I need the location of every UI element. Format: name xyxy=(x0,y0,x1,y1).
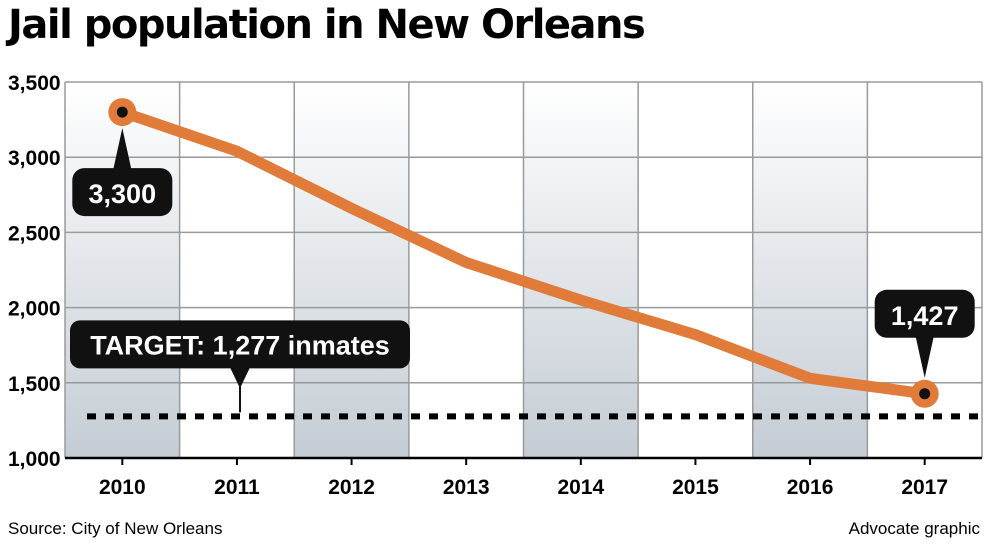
chart-title: Jail population in New Orleans xyxy=(8,2,646,48)
target-callout-box xyxy=(70,320,410,369)
data-marker-dot xyxy=(919,388,931,400)
column-band xyxy=(523,82,639,458)
data-marker-dot xyxy=(116,106,128,118)
value-callout-box xyxy=(72,168,173,217)
value-label: 3,300 xyxy=(89,179,157,209)
column-band xyxy=(294,82,409,458)
target-callout: TARGET: 1,277 inmates xyxy=(70,320,410,413)
x-tick-label: 2013 xyxy=(443,476,490,499)
value-callout: 1,427 xyxy=(874,289,975,408)
y-tick-label: 1,500 xyxy=(8,373,61,396)
value-callout: 3,300 xyxy=(72,98,173,217)
target-label: TARGET: 1,277 inmates xyxy=(90,330,390,360)
y-tick-label: 2,000 xyxy=(8,298,61,321)
value-callout-pointer xyxy=(915,336,934,378)
x-tick-label: 2015 xyxy=(672,476,719,499)
y-tick-label: 2,500 xyxy=(8,222,61,245)
x-tick-label: 2017 xyxy=(901,476,948,499)
y-tick-label: 3,000 xyxy=(8,147,61,170)
target-callout-pointer xyxy=(230,367,250,389)
column-band xyxy=(752,82,868,458)
x-tick-label: 2010 xyxy=(99,476,146,499)
x-tick-label: 2012 xyxy=(328,476,375,499)
source-note: Source: City of New Orleans xyxy=(8,519,223,538)
credit-note: Advocate graphic xyxy=(848,519,980,538)
x-tick-label: 2011 xyxy=(214,476,260,499)
y-tick-label: 1,000 xyxy=(8,448,61,471)
series-line xyxy=(116,106,931,400)
value-label: 1,427 xyxy=(891,301,959,331)
y-tick-label: 3,500 xyxy=(8,72,61,95)
x-tick-label: 2016 xyxy=(787,476,834,499)
value-callout-pointer xyxy=(113,128,132,170)
x-tick-label: 2014 xyxy=(557,476,604,499)
value-callout-box xyxy=(874,289,975,338)
